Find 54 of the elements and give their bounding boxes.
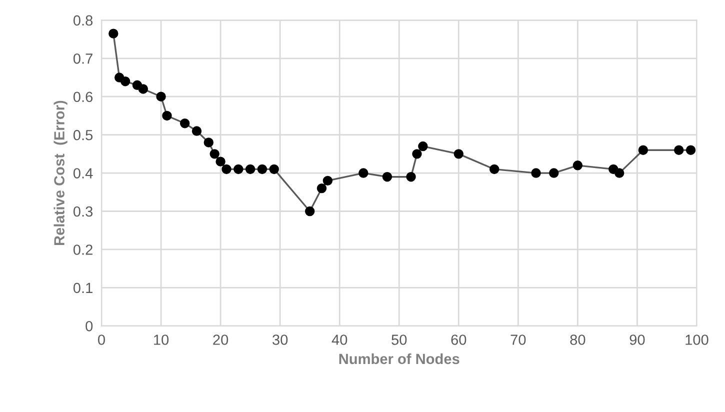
point (412, 149, 422, 159)
y-axis-title: Relative Cost (Error) (54, 100, 68, 245)
point (316, 183, 327, 194)
y-tick-label: 0.4 (73, 168, 93, 178)
point (210, 149, 220, 159)
point (322, 176, 333, 186)
x-tick-label: 80 (570, 334, 586, 345)
x-tick-label: 60 (451, 334, 466, 345)
y-tick-label: 0.2 (73, 244, 92, 255)
y-tick-label: 0.6 (73, 92, 93, 102)
y-tick-label: 0.1 (73, 282, 92, 294)
y-tick-label: 0.7 (73, 54, 92, 64)
x-tick-label: 40 (332, 334, 348, 345)
point (572, 160, 583, 170)
point (304, 206, 315, 216)
point (531, 168, 541, 178)
point (674, 145, 684, 155)
x-tick-label: 100 (686, 334, 708, 345)
point (120, 76, 130, 86)
point (358, 168, 368, 178)
point (686, 145, 696, 155)
point (108, 28, 118, 38)
point (269, 164, 279, 174)
point (162, 110, 172, 121)
point (418, 141, 428, 152)
x-tick-label: 70 (510, 334, 526, 345)
point (138, 84, 148, 94)
point (245, 164, 256, 174)
point (549, 168, 559, 178)
point (257, 164, 268, 174)
point (638, 145, 648, 155)
x-axis-title: Number of Nodes (339, 353, 460, 364)
point (216, 156, 226, 166)
x-tick-label: 10 (154, 334, 169, 345)
point (382, 172, 392, 182)
point (489, 164, 500, 174)
y-tick-label: 0.5 (73, 130, 93, 140)
point (222, 164, 232, 174)
point (234, 164, 244, 174)
x-tick-label: 20 (213, 334, 228, 345)
point (614, 168, 624, 178)
point (454, 149, 464, 159)
point (204, 138, 214, 148)
x-tick-label: 90 (630, 334, 645, 345)
point (156, 92, 166, 102)
x-tick-label: 30 (272, 334, 288, 345)
y-tick-label: 0.3 (73, 206, 93, 217)
y-tick-label: 0.8 (73, 15, 93, 26)
point (406, 172, 416, 182)
point (192, 126, 202, 136)
y-tick-label: 0 (86, 320, 93, 332)
x-tick-label: 0 (98, 334, 105, 345)
point (180, 118, 190, 128)
x-tick-label: 50 (392, 334, 407, 345)
